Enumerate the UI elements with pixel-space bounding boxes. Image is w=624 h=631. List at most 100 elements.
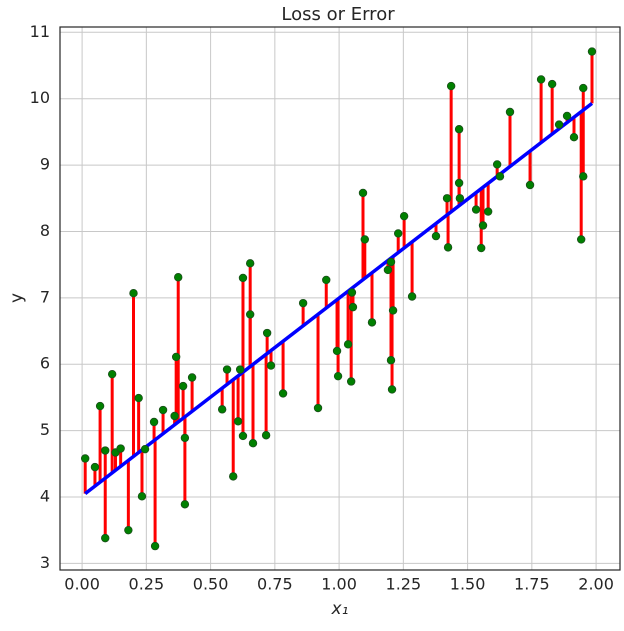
point [278, 389, 288, 398]
point [343, 340, 353, 349]
point [388, 306, 398, 315]
point [116, 444, 125, 453]
point [80, 454, 90, 463]
point [442, 194, 452, 203]
x-tick-label: 0.00 [64, 575, 100, 594]
point [298, 298, 308, 308]
y-tick-label: 7 [40, 287, 50, 306]
point [579, 172, 588, 181]
point [407, 292, 417, 301]
point [149, 417, 159, 427]
point [446, 81, 456, 91]
x-tick-label: 1.75 [514, 575, 550, 594]
point [554, 120, 564, 129]
point [245, 310, 255, 319]
point [525, 180, 535, 190]
point [124, 525, 133, 535]
point [495, 172, 505, 181]
point [171, 352, 181, 362]
point [217, 405, 227, 414]
point [579, 83, 588, 93]
point [492, 160, 502, 169]
y-tick-label: 11 [30, 22, 50, 41]
point [222, 365, 232, 374]
point [90, 462, 100, 472]
point [238, 431, 248, 441]
point [431, 231, 441, 241]
x-tick-label: 1.50 [450, 575, 486, 594]
point [348, 302, 358, 312]
point [174, 273, 183, 282]
point [233, 417, 243, 426]
point [360, 235, 370, 244]
y-tick-label: 6 [40, 354, 50, 373]
point [262, 328, 272, 338]
fit-line [84, 101, 594, 496]
x-tick-label: 2.00 [578, 575, 614, 594]
point [180, 500, 190, 509]
point [245, 259, 255, 268]
point [477, 243, 486, 253]
point [107, 369, 117, 379]
point [386, 356, 396, 365]
x-tick-label: 0.75 [257, 575, 293, 594]
point [536, 75, 546, 84]
point [261, 431, 271, 440]
x-tick-label: 0.25 [129, 575, 165, 594]
point [483, 207, 493, 216]
point [248, 439, 258, 448]
point [454, 125, 464, 134]
point [150, 541, 160, 551]
x-tick-label: 1.00 [321, 575, 357, 594]
y-tick-label: 3 [40, 553, 50, 572]
point [547, 79, 557, 89]
point [454, 178, 464, 188]
y-tick-label: 9 [40, 155, 50, 174]
point [178, 381, 188, 391]
point [187, 373, 197, 382]
plot-frame [59, 26, 621, 571]
point [140, 444, 150, 454]
point [322, 275, 331, 285]
x-tick-label: 1.25 [386, 575, 422, 594]
point [569, 132, 579, 142]
point [394, 229, 403, 238]
point [576, 235, 586, 244]
point [587, 47, 597, 56]
point [387, 385, 397, 394]
point [158, 405, 168, 415]
point [347, 288, 357, 297]
point [471, 205, 481, 214]
point [101, 533, 110, 543]
point [313, 403, 323, 413]
point [235, 365, 245, 374]
point [399, 211, 409, 221]
point [383, 265, 393, 275]
y-axis-label: y [7, 293, 27, 303]
point [562, 111, 572, 121]
point [443, 243, 453, 252]
point [229, 472, 238, 481]
point [134, 393, 143, 403]
point [478, 221, 488, 230]
point [386, 257, 396, 267]
y-tick-label: 8 [40, 221, 50, 240]
point [129, 288, 138, 298]
point [333, 371, 343, 381]
point [266, 361, 276, 370]
point [101, 446, 110, 455]
x-axis-label: x₁ [331, 599, 349, 619]
point [505, 107, 515, 117]
point [170, 411, 179, 421]
point [180, 433, 190, 443]
point [455, 194, 465, 203]
point [238, 273, 248, 283]
chart-title: Loss or Error [281, 4, 395, 25]
point [95, 401, 105, 411]
y-tick-label: 10 [30, 88, 50, 107]
point [137, 492, 147, 501]
point [332, 346, 342, 356]
point [367, 318, 377, 327]
